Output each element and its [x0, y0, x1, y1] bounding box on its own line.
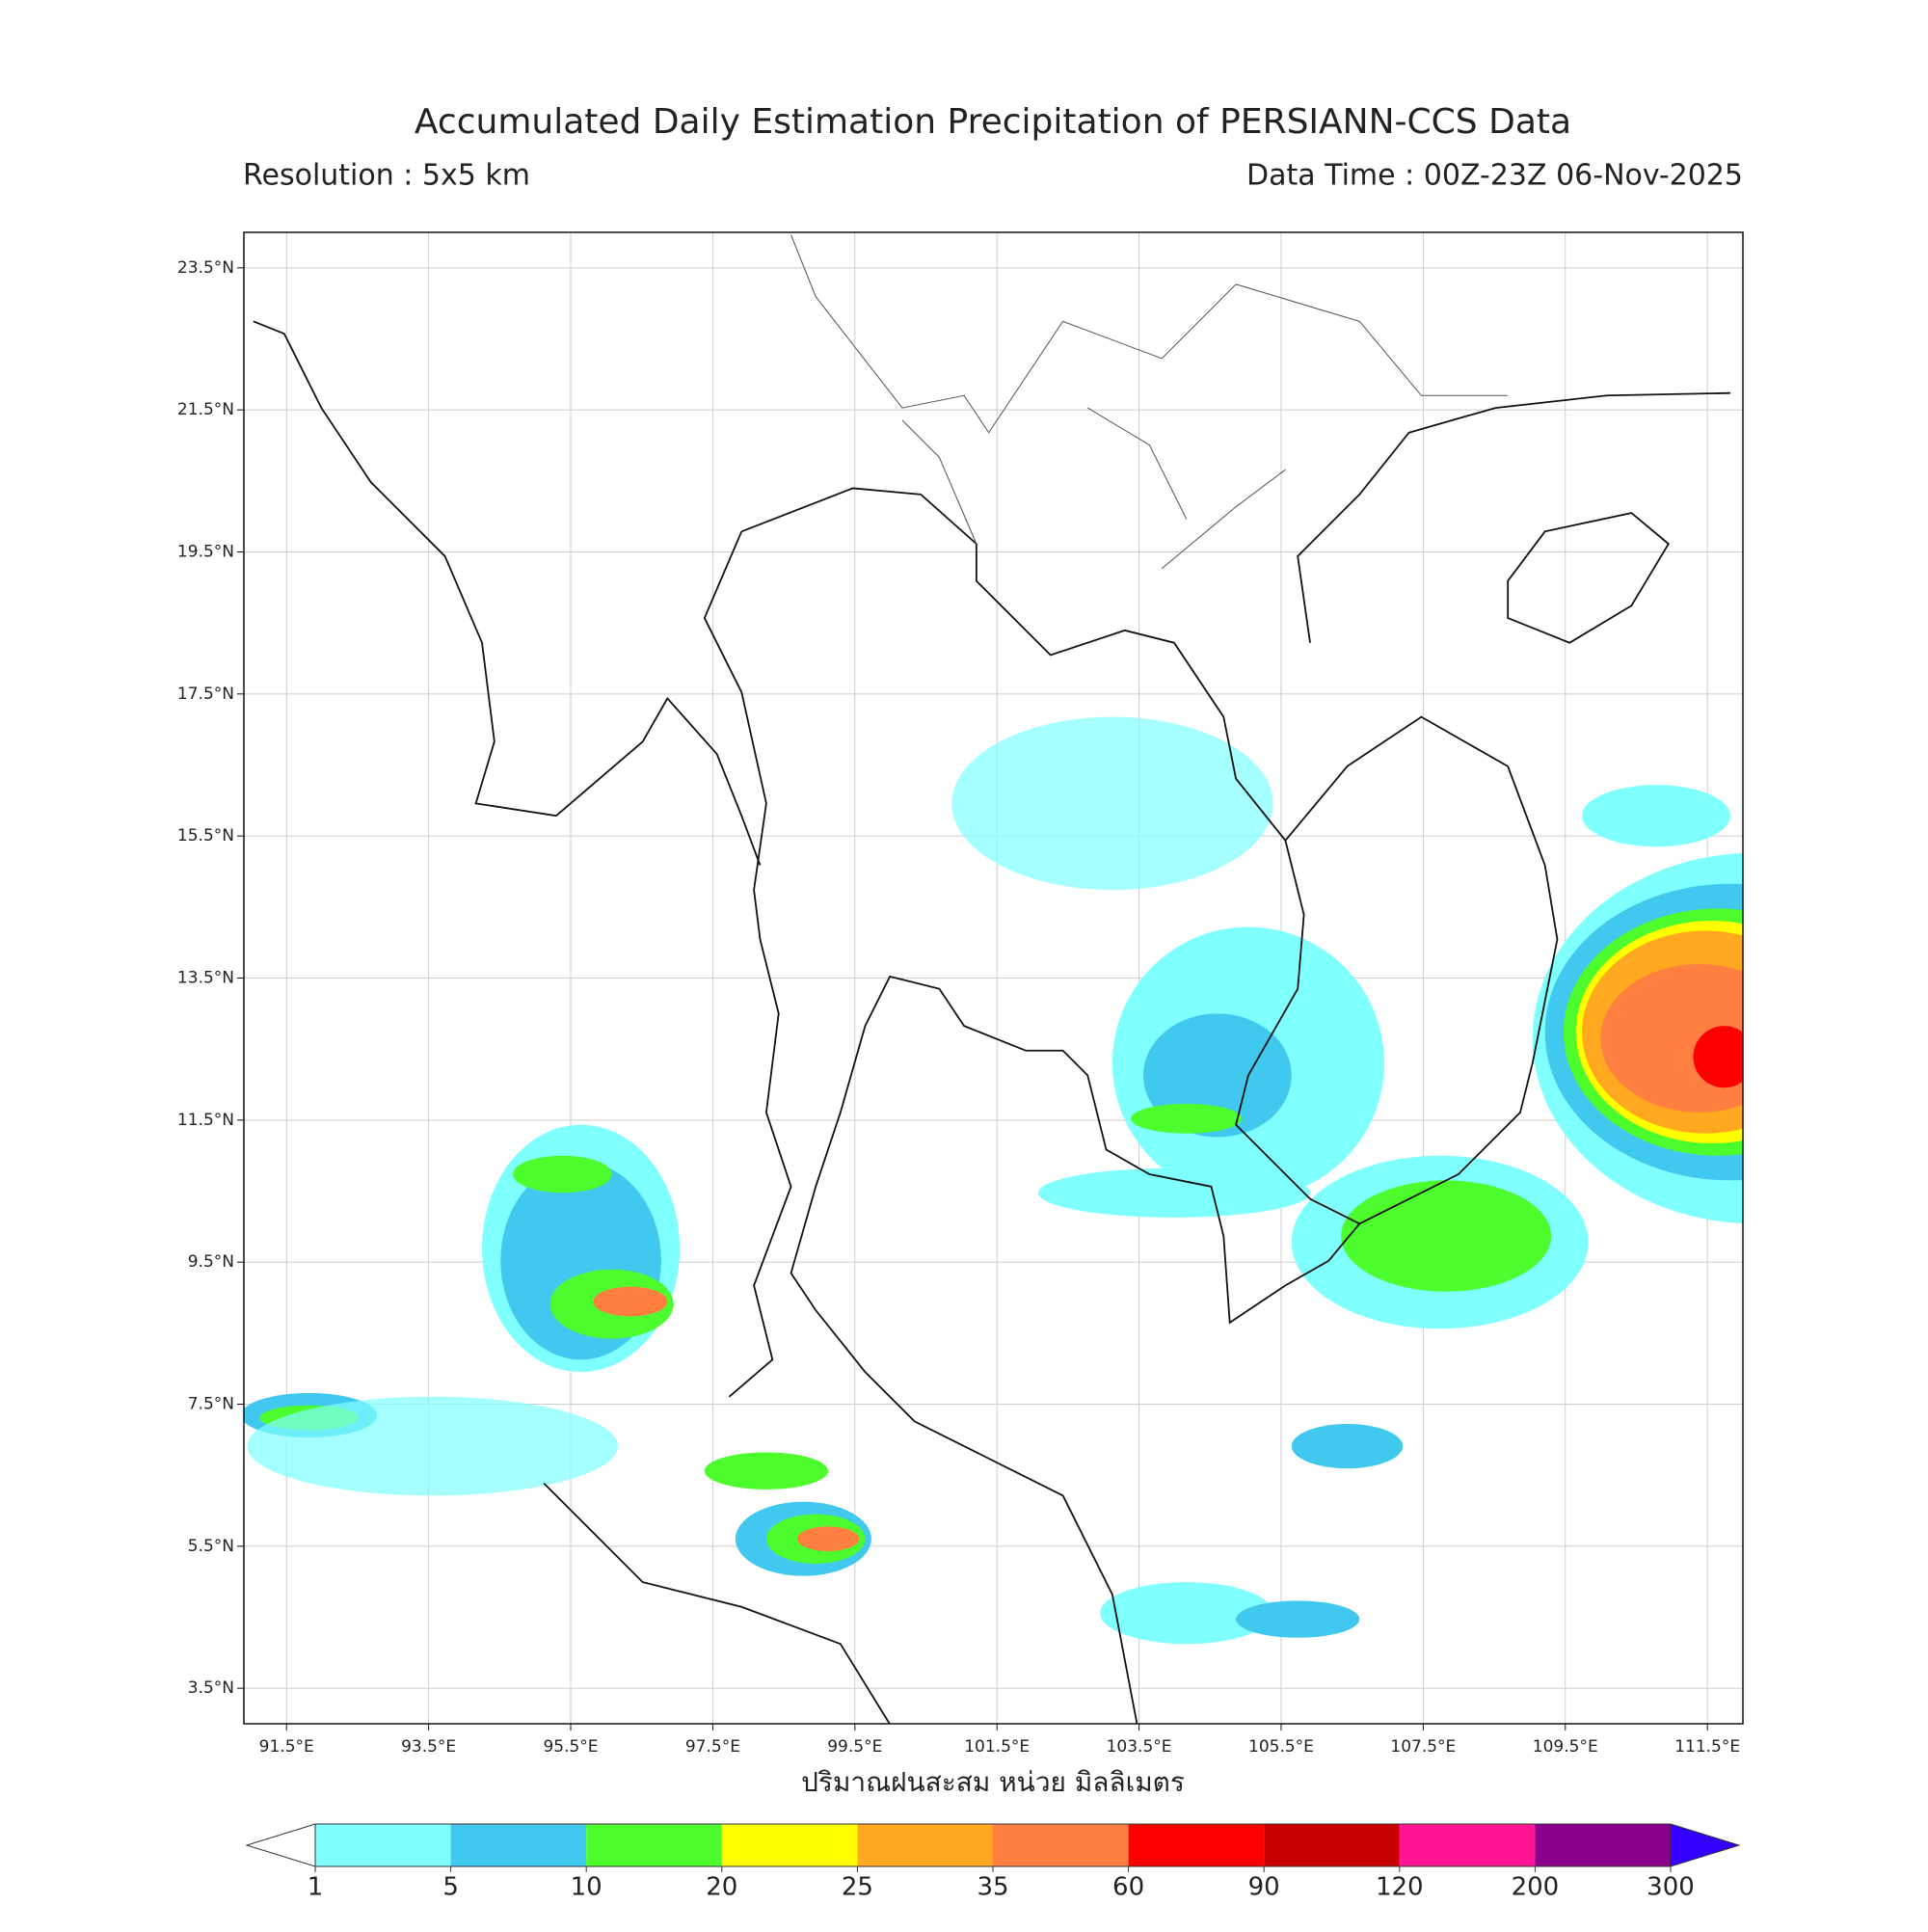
- data-time: Data Time : 00Z-23Z 06-Nov-2025: [1246, 159, 1743, 193]
- y-tick-label: 11.5°N: [177, 1111, 234, 1130]
- colorbar-box: [586, 1824, 722, 1866]
- colorbar-box: [721, 1824, 858, 1866]
- colorbar-label: ปริมาณฝนสะสม หน่วย มิลลิเมตร: [801, 1766, 1185, 1798]
- x-tick-label: 99.5°E: [827, 1737, 882, 1757]
- x-tick-label: 103.5°E: [1107, 1737, 1172, 1757]
- x-tick-label: 107.5°E: [1390, 1737, 1456, 1757]
- colorbar-tick-label: 5: [442, 1873, 459, 1902]
- colorbar-box: [857, 1824, 993, 1866]
- colorbar-tick-label: 120: [1376, 1873, 1424, 1902]
- x-tick-label: 101.5°E: [964, 1737, 1030, 1757]
- colorbar: 1 5 10 20 25 35 60 90 120 200 300: [245, 1823, 1741, 1902]
- colorbar-over: [1670, 1823, 1741, 1867]
- colorbar-tick-label: 25: [842, 1873, 873, 1902]
- colorbar-box: [1128, 1824, 1265, 1866]
- colorbar-box: [993, 1824, 1129, 1866]
- y-tick-label: 7.5°N: [188, 1395, 234, 1414]
- colorbar-tick-label: 300: [1647, 1873, 1695, 1902]
- colorbar-tick-label: 60: [1112, 1873, 1144, 1902]
- x-tick-label: 93.5°E: [401, 1737, 456, 1757]
- grid: [244, 232, 1743, 1724]
- colorbar-tick-label: 20: [706, 1873, 737, 1902]
- precip: [244, 716, 1743, 1645]
- colorbar-tick-label: 1: [308, 1873, 324, 1902]
- y-tick-label: 15.5°N: [177, 826, 234, 845]
- colorbar-tick-label: 10: [571, 1873, 602, 1902]
- y-tick-label: 17.5°N: [177, 684, 234, 704]
- map-layer: [244, 234, 1743, 1724]
- y-tick-label: 19.5°N: [177, 543, 234, 562]
- y-tick-label: 13.5°N: [177, 969, 234, 988]
- colorbar-box: [1535, 1824, 1671, 1866]
- colorbar-tick-label: 35: [977, 1873, 1008, 1902]
- y-tick-label: 21.5°N: [177, 400, 234, 419]
- colorbar-tick-label: 90: [1248, 1873, 1280, 1902]
- y-tick-label: 9.5°N: [188, 1252, 234, 1272]
- x-tick-label: 105.5°E: [1248, 1737, 1314, 1757]
- colorbar-box: [1399, 1824, 1536, 1866]
- y-tick-label: 3.5°N: [188, 1678, 234, 1698]
- x-tick-label: 109.5°E: [1533, 1737, 1598, 1757]
- x-tick-label: 95.5°E: [543, 1737, 598, 1757]
- colorbar-box: [450, 1824, 587, 1866]
- colorbar-box: [315, 1824, 451, 1866]
- x-tick-label: 91.5°E: [259, 1737, 314, 1757]
- land-outline: [253, 234, 1730, 1724]
- colorbar-box: [1264, 1824, 1400, 1866]
- resolution: Resolution : 5x5 km: [243, 159, 530, 193]
- x-tick-label: 97.5°E: [685, 1737, 740, 1757]
- y-tick-label: 5.5°N: [188, 1537, 234, 1556]
- title: Accumulated Daily Estimation Precipitati…: [415, 102, 1571, 142]
- colorbar-tick-label: 200: [1512, 1873, 1560, 1902]
- colorbar-under: [245, 1823, 316, 1867]
- x-tick-label: 111.5°E: [1674, 1737, 1740, 1757]
- y-tick-label: 23.5°N: [177, 258, 234, 278]
